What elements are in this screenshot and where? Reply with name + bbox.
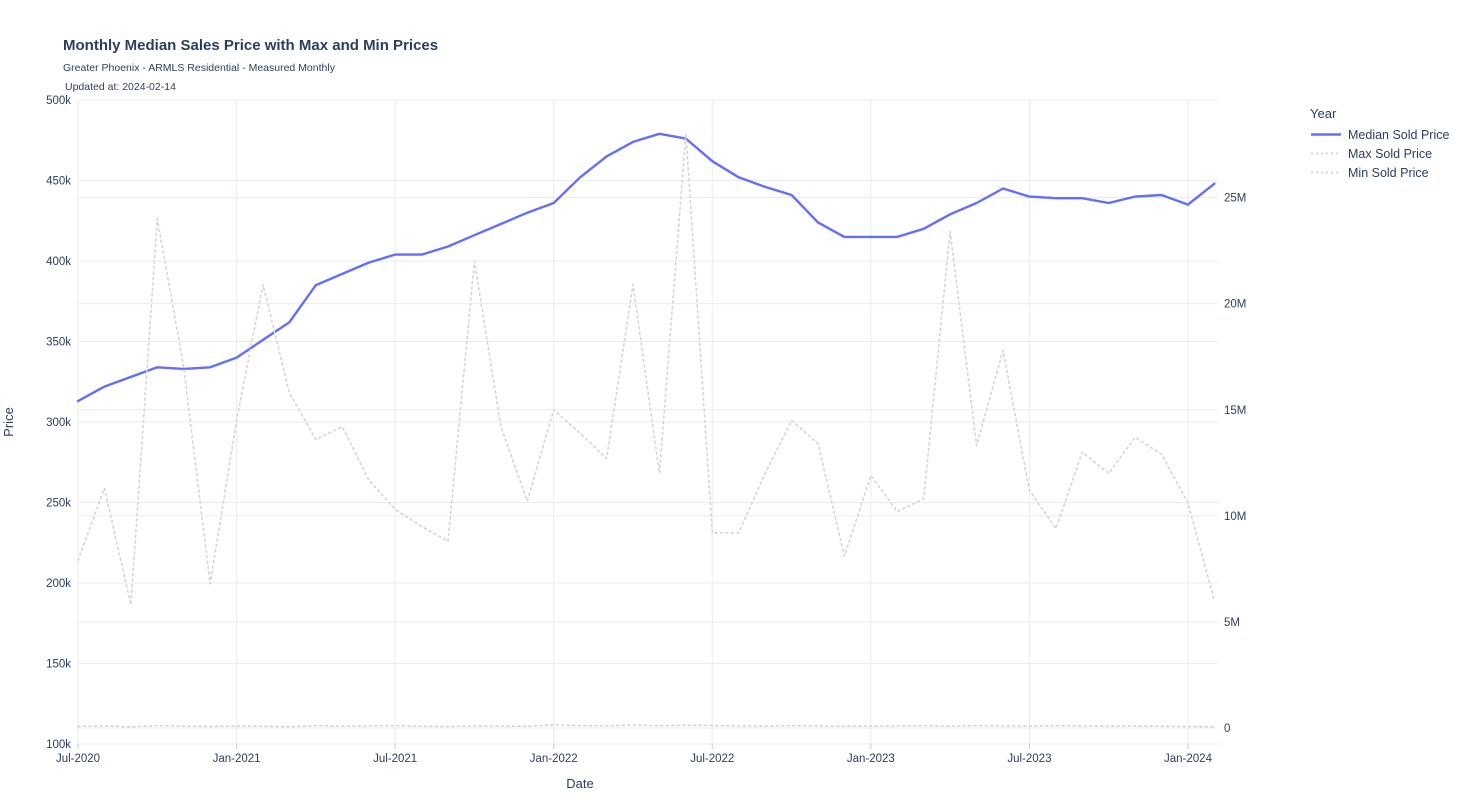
series-median-sold-price bbox=[76, 132, 1216, 403]
right-tick-label: 20M bbox=[1224, 299, 1246, 311]
legend-label: Min Sold Price bbox=[1348, 165, 1429, 180]
left-tick-label: 150k bbox=[46, 659, 71, 671]
x-axis-title: Date bbox=[566, 776, 593, 791]
legend: Year Median Sold Price Max Sold Price Mi… bbox=[1310, 106, 1449, 182]
legend-item-median[interactable]: Median Sold Price bbox=[1310, 125, 1449, 144]
x-tick-label: Jul-2020 bbox=[56, 753, 100, 765]
x-tick-label: Jan-2024 bbox=[1164, 753, 1213, 765]
left-tick-label: 250k bbox=[46, 498, 71, 510]
y-axis-title: Price bbox=[1, 407, 16, 437]
legend-label: Median Sold Price bbox=[1348, 127, 1450, 142]
series-min-sold-price bbox=[77, 723, 1216, 728]
left-tick-label: 300k bbox=[46, 417, 71, 429]
median-line-swatch-icon bbox=[1311, 133, 1341, 136]
left-tick-label: 100k bbox=[46, 739, 71, 751]
legend-title: Year bbox=[1310, 106, 1337, 121]
max-line-swatch-icon bbox=[1311, 152, 1341, 155]
chart-subtitle: Greater Phoenix - ARMLS Residential - Me… bbox=[63, 62, 335, 74]
left-tick-label: 450k bbox=[46, 176, 71, 188]
right-tick-label: 5M bbox=[1224, 617, 1240, 629]
left-tick-label: 400k bbox=[46, 256, 71, 268]
x-tick-label: Jan-2022 bbox=[530, 753, 578, 765]
chart-updated-timestamp: Updated at: 2024-02-14 bbox=[65, 81, 176, 93]
legend-item-min[interactable]: Min Sold Price bbox=[1310, 163, 1449, 182]
x-tick-label: Jan-2023 bbox=[847, 753, 895, 765]
chart-title: Monthly Median Sales Price with Max and … bbox=[63, 37, 439, 54]
left-tick-label: 350k bbox=[46, 337, 71, 349]
x-tick-label: Jan-2021 bbox=[213, 753, 261, 765]
series-max-sold-price bbox=[77, 133, 1216, 606]
legend-label: Max Sold Price bbox=[1348, 146, 1433, 161]
x-tick-label: Jul-2023 bbox=[1007, 753, 1051, 765]
right-tick-label: 15M bbox=[1224, 405, 1246, 417]
x-tick-label: Jul-2021 bbox=[373, 753, 417, 765]
right-tick-label: 25M bbox=[1224, 193, 1246, 205]
left-tick-label: 500k bbox=[46, 95, 71, 107]
min-line-swatch-icon bbox=[1311, 171, 1341, 174]
right-tick-label: 0 bbox=[1224, 723, 1230, 735]
left-tick-label: 200k bbox=[46, 578, 71, 590]
legend-item-max[interactable]: Max Sold Price bbox=[1310, 144, 1449, 163]
right-tick-label: 10M bbox=[1224, 511, 1246, 523]
x-tick-label: Jul-2022 bbox=[690, 753, 734, 765]
